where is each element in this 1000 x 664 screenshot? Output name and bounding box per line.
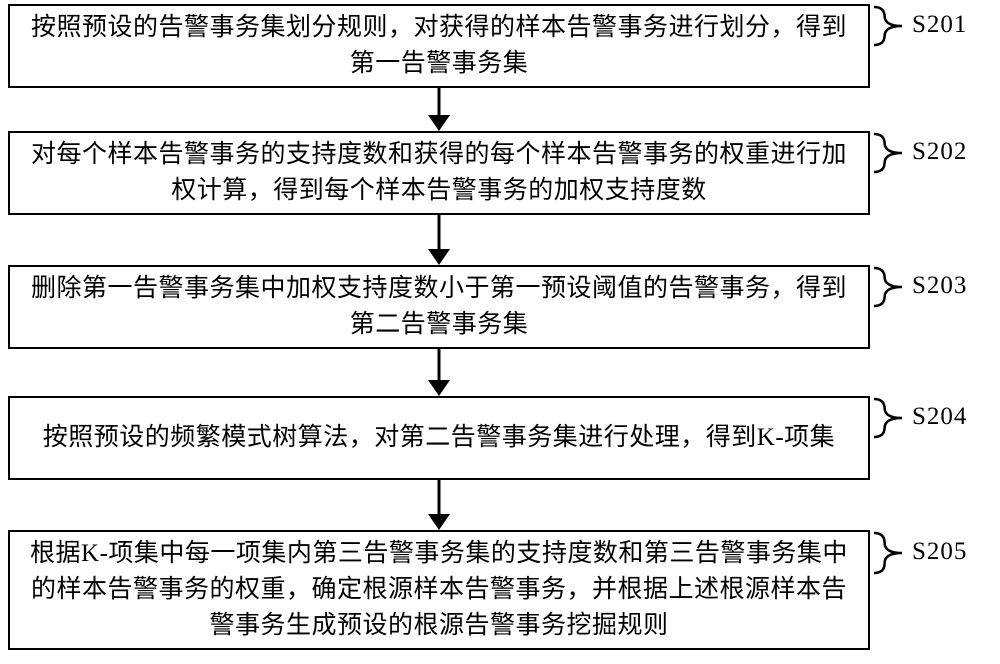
step-box-s202: 对每个样本告警事务的支持度数和获得的每个样本告警事务的权重进行加权计算，得到每个… [8,131,870,215]
arrow-down-icon [424,349,454,401]
flowchart-canvas: 按照预设的告警事务集划分规则，对获得的样本告警事务进行划分，得到第一告警事务集 S… [0,0,1000,664]
brace-icon [874,5,902,52]
step-text: 按照预设的告警事务集划分规则，对获得的样本告警事务进行划分，得到第一告警事务集 [24,10,854,83]
step-text: 根据K-项集中每一项集内第三告警事务集的支持度数和第三告警事务集中的样本告警事务… [24,536,854,645]
step-box-s205: 根据K-项集中每一项集内第三告警事务集的支持度数和第三告警事务集中的样本告警事务… [8,530,870,650]
arrow-down-icon [424,215,454,270]
step-label-s204: S204 [912,403,967,431]
arrow-down-icon [424,480,454,535]
step-label-s205: S205 [912,538,967,566]
step-text: 按照预设的频繁模式树算法，对第二告警事务集进行处理，得到K-项集 [43,420,835,456]
step-box-s203: 删除第一告警事务集中加权支持度数小于第一预设阈值的告警事务，得到第二告警事务集 [8,265,870,349]
brace-icon [874,132,902,179]
arrow-down-icon [424,88,454,136]
step-label-s203: S203 [912,272,967,300]
step-label-s202: S202 [912,138,967,166]
step-box-s201: 按照预设的告警事务集划分规则，对获得的样本告警事务进行划分，得到第一告警事务集 [8,4,870,88]
step-box-s204: 按照预设的频繁模式树算法，对第二告警事务集进行处理，得到K-项集 [8,396,870,480]
brace-icon [874,266,902,313]
step-label-s201: S201 [912,11,967,39]
brace-icon [874,397,902,444]
step-text: 删除第一告警事务集中加权支持度数小于第一预设阈值的告警事务，得到第二告警事务集 [24,271,854,344]
brace-icon [874,531,902,580]
step-text: 对每个样本告警事务的支持度数和获得的每个样本告警事务的权重进行加权计算，得到每个… [24,137,854,210]
